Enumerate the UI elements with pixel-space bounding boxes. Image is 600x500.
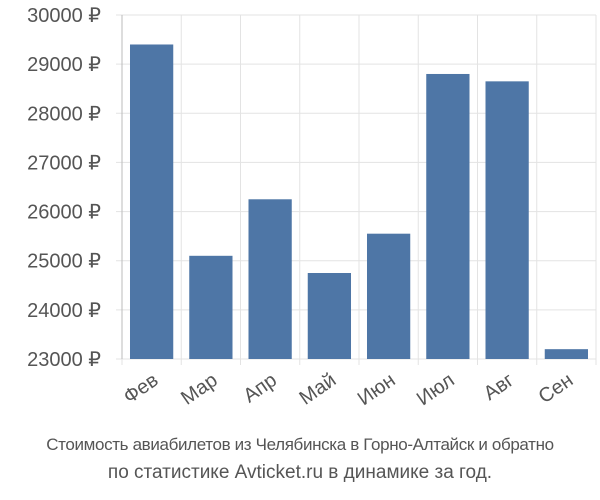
chart-caption-line-2: по статистике Avticket.ru в динамике за …	[107, 462, 493, 483]
x-tick-label: Июн	[354, 369, 400, 410]
bar	[426, 73, 470, 359]
x-tick-label: Фев	[120, 369, 163, 408]
x-axis-tick-labels: Фев Мар Апр Май Июн Июл Авг Сен	[120, 369, 578, 410]
x-tick-label: Сен	[535, 369, 578, 408]
bar	[129, 44, 174, 359]
y-tick-label: 24000 ₽	[27, 300, 101, 322]
x-tick-label: Апр	[239, 369, 281, 407]
bar	[307, 273, 352, 359]
chart-caption-line-1: Стоимость авиабилетов из Челябинска в Го…	[46, 435, 554, 454]
bar	[544, 349, 589, 359]
y-axis-tick-labels: 23000 ₽ 24000 ₽ 25000 ₽ 26000 ₽ 27000 ₽ 28000…	[27, 5, 101, 371]
x-tick-label: Июл	[413, 369, 459, 410]
x-tick-label: Мар	[177, 369, 222, 409]
y-tick-label: 29000 ₽	[27, 54, 101, 76]
y-tick-label: 25000 ₽	[27, 251, 101, 273]
y-tick-label: 26000 ₽	[27, 202, 101, 224]
y-tick-label: 30000 ₽	[27, 5, 101, 27]
grid-lines	[116, 14, 597, 365]
bar	[485, 81, 529, 359]
x-tick-label: Май	[296, 369, 341, 409]
bar	[248, 199, 292, 359]
x-tick-label: Авг	[480, 369, 518, 405]
y-tick-label: 28000 ₽	[27, 103, 101, 125]
bar-series	[129, 44, 589, 359]
bar	[366, 233, 411, 359]
bar	[189, 255, 233, 359]
y-tick-label: 23000 ₽	[27, 349, 101, 371]
y-tick-label: 27000 ₽	[27, 152, 101, 174]
